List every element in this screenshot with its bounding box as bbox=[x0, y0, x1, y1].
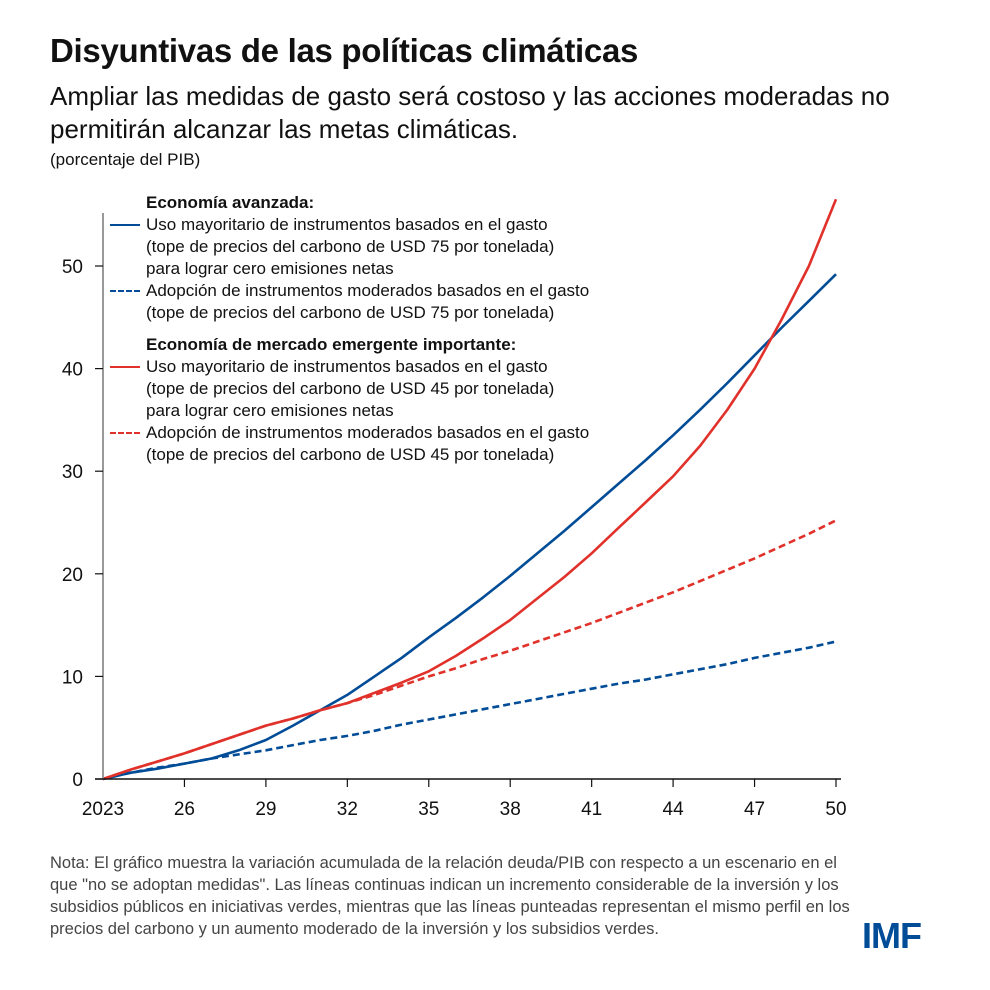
y-tick-label: 20 bbox=[62, 565, 83, 586]
legend-text: Adopción de instrumentos moderados basad… bbox=[146, 281, 590, 300]
legend-text: para lograr cero emisiones netas bbox=[146, 401, 394, 420]
series-line-blue-solid bbox=[102, 273, 837, 781]
legend-swatch-dashed-blue bbox=[110, 290, 140, 292]
chart-note: Nota: El gráfico muestra la variación ac… bbox=[50, 854, 850, 938]
legend-text: para lograr cero emisiones netas bbox=[146, 259, 394, 278]
legend-item-emerging-solid: Uso mayoritario de instrumentos basados … bbox=[110, 356, 589, 422]
x-tick-label: 26 bbox=[174, 799, 195, 820]
y-tick-label: 30 bbox=[62, 462, 83, 483]
y-tick-label: 40 bbox=[62, 360, 83, 381]
legend-text: (tope de precios del carbono de USD 75 p… bbox=[146, 303, 555, 322]
legend-text: Adopción de instrumentos moderados basad… bbox=[146, 423, 590, 442]
chart-subtitle: Ampliar las medidas de gasto será costos… bbox=[50, 81, 890, 144]
y-tick-label: 50 bbox=[62, 257, 83, 278]
legend-text: Uso mayoritario de instrumentos basados … bbox=[146, 215, 548, 234]
series-line-blue-dashed bbox=[102, 640, 837, 781]
legend-item-emerging-dashed: Adopción de instrumentos moderados basad… bbox=[110, 422, 589, 466]
legend-group-advanced-title: Economía avanzada: bbox=[146, 193, 315, 212]
legend-text: (tope de precios del carbono de USD 45 p… bbox=[146, 379, 555, 398]
x-tick-label: 47 bbox=[744, 799, 765, 820]
y-tick-label: 0 bbox=[72, 770, 83, 791]
series-line-red-solid bbox=[102, 198, 838, 781]
legend-group-emerging-title: Economía de mercado emergente importante… bbox=[146, 335, 517, 354]
legend-item-advanced-dashed: Adopción de instrumentos moderados basad… bbox=[110, 280, 589, 324]
series-layer bbox=[102, 198, 838, 781]
imf-logo: IMF bbox=[862, 915, 922, 956]
x-tick-label: 44 bbox=[663, 799, 685, 820]
y-tick-label: 10 bbox=[62, 667, 83, 688]
x-tick-label: 38 bbox=[500, 799, 521, 820]
x-tick-label: 32 bbox=[337, 799, 358, 820]
chart-title: Disyuntivas de las políticas climáticas bbox=[50, 32, 639, 69]
units-label: (porcentaje del PIB) bbox=[50, 150, 201, 169]
x-tick-label: 2023 bbox=[82, 799, 124, 820]
x-tick-label: 35 bbox=[418, 799, 439, 820]
legend-text: (tope de precios del carbono de USD 45 p… bbox=[146, 445, 555, 464]
legend-item-advanced-solid: Uso mayoritario de instrumentos basados … bbox=[110, 214, 589, 280]
legend-swatch-solid-blue bbox=[110, 224, 140, 226]
legend-text: Uso mayoritario de instrumentos basados … bbox=[146, 357, 548, 376]
series-line-red-dashed bbox=[102, 519, 837, 781]
x-tick-label: 41 bbox=[581, 799, 602, 820]
legend-swatch-dashed-red bbox=[110, 432, 140, 434]
legend-swatch-solid-red bbox=[110, 366, 140, 368]
legend-text: (tope de precios del carbono de USD 75 p… bbox=[146, 237, 555, 256]
x-tick-label: 29 bbox=[255, 799, 276, 820]
legend: Economía avanzada: Uso mayoritario de in… bbox=[110, 192, 589, 466]
x-tick-label: 50 bbox=[825, 799, 846, 820]
axis-layer: 0 10 20 30 40 50 2023 26 29 32 35 38 41 44 47 50 bbox=[62, 213, 847, 820]
